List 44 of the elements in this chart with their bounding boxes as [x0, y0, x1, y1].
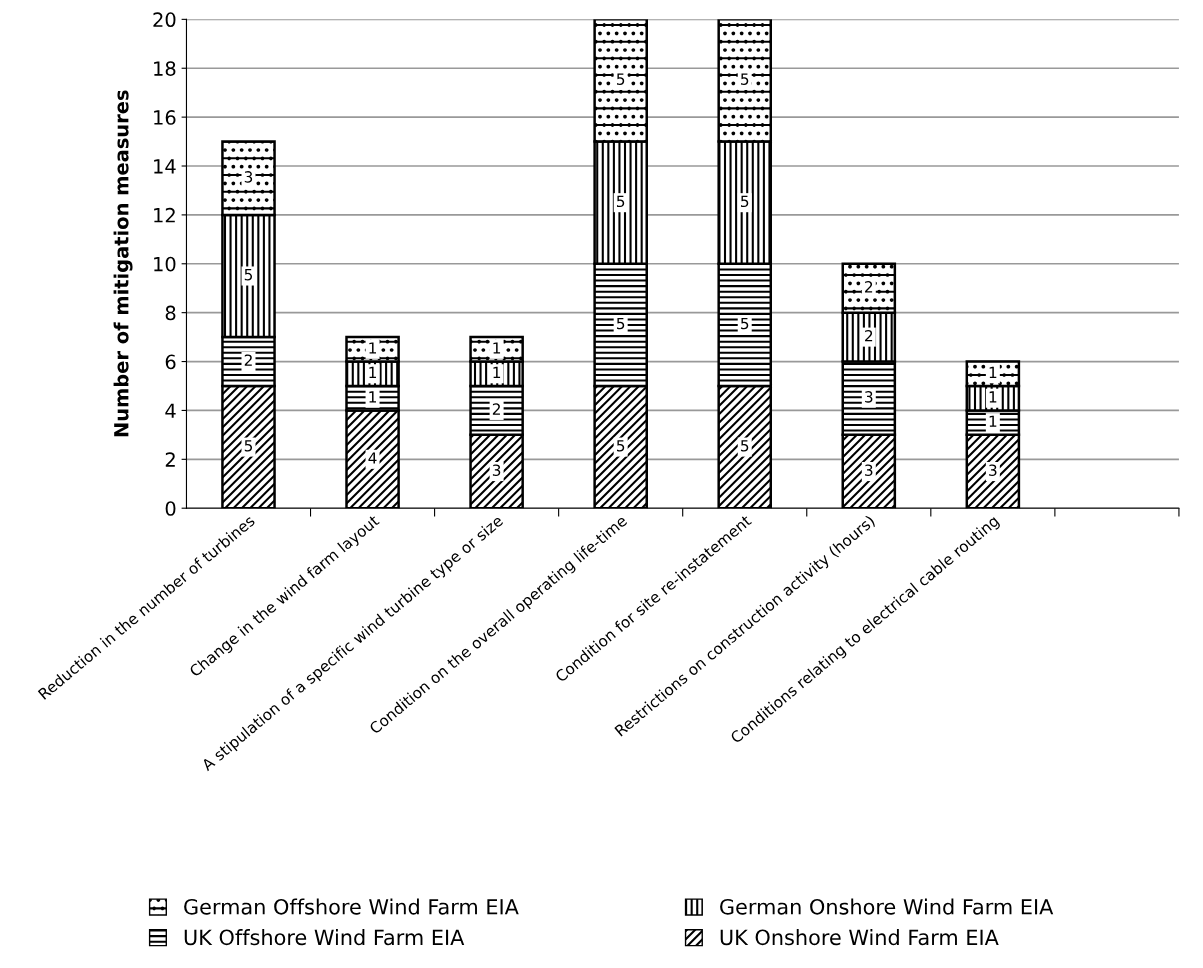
- data-label: 1: [369, 366, 376, 378]
- y-tick-label: 14: [154, 159, 176, 174]
- y-tick-label: 10: [154, 256, 176, 272]
- data-label: 3: [989, 464, 997, 476]
- data-label: 5: [741, 73, 749, 85]
- data-label: 5: [616, 317, 625, 330]
- y-tick-label: 18: [154, 61, 176, 76]
- data-label: 3: [492, 464, 501, 476]
- data-label: 3: [244, 171, 253, 183]
- data-label: 5: [616, 73, 625, 85]
- data-label: 2: [492, 403, 500, 415]
- legend-label: German Offshore Wind Farm EIA: [184, 898, 519, 915]
- data-label: 3: [865, 464, 873, 476]
- data-label: 1: [493, 366, 501, 378]
- data-label: 1: [369, 391, 376, 403]
- data-label: 2: [244, 354, 252, 366]
- legend-label: UK Onshore Wind Farm EIA: [720, 929, 999, 946]
- y-tick-label: 8: [165, 305, 176, 321]
- data-label: 5: [741, 440, 749, 452]
- y-axis-title: Number of mitigation measures: [113, 90, 133, 437]
- data-label: 5: [741, 317, 749, 330]
- y-tick-label: 20: [153, 12, 176, 28]
- y-tick-label: 0: [165, 501, 176, 516]
- data-label: 5: [244, 440, 253, 452]
- data-label: 1: [989, 415, 997, 427]
- data-label: 1: [369, 342, 376, 354]
- data-label: 1: [493, 342, 501, 354]
- data-label: 5: [616, 440, 625, 452]
- data-label: 5: [741, 195, 749, 208]
- y-tick-label: 4: [165, 403, 176, 418]
- y-tick-label: 2: [165, 452, 175, 467]
- data-label: 4: [368, 452, 377, 464]
- data-label: 5: [616, 195, 625, 208]
- data-label: 5: [244, 269, 253, 281]
- data-label: 1: [989, 366, 997, 378]
- data-label: 2: [865, 329, 873, 342]
- y-tick-label: 16: [154, 110, 176, 125]
- legend-label: German Onshore Wind Farm EIA: [720, 898, 1054, 915]
- y-tick-label: 12: [154, 207, 175, 223]
- legend-label: UK Offshore Wind Farm EIA: [184, 929, 465, 946]
- data-label: 1: [989, 391, 997, 403]
- data-label: 3: [865, 391, 873, 403]
- data-label: 2: [865, 281, 873, 293]
- y-tick-label: 6: [165, 354, 176, 370]
